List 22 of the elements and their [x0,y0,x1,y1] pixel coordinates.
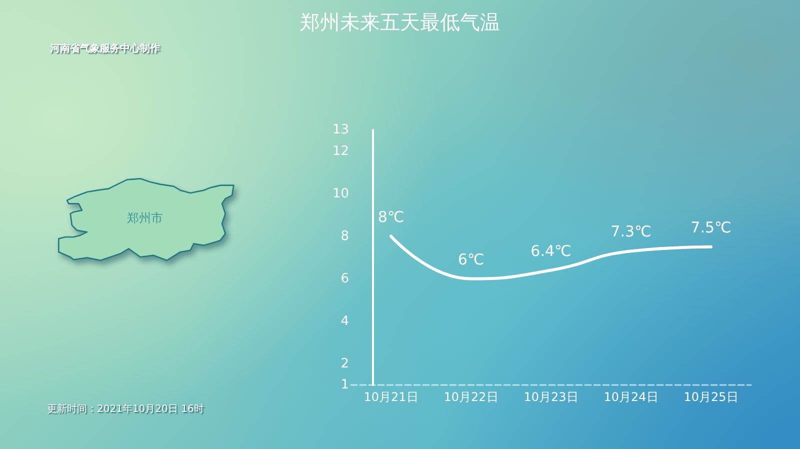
y-tick-label: 2 [340,356,349,372]
data-label: 8℃ [378,208,404,226]
x-tick-label: 10月22日 [444,390,498,404]
y-tick-label: 10 [332,186,349,202]
x-tick-label: 10月25日 [684,390,738,404]
x-tick-label: 10月23日 [524,390,578,404]
y-tick-label: 6 [340,271,349,286]
chart-title: 郑州未来五天最低气温 [300,10,500,34]
y-tick-label: 8 [340,228,349,244]
y-tick-label: 13 [332,122,349,138]
text: 郑州市 [127,210,163,227]
data-label: 7.5℃ [690,218,732,236]
text: 更新时间：2021年10月20日 16时 [47,402,204,416]
y-tick-label: 1 [340,378,349,392]
y-tick-label: 4 [340,314,349,329]
x-tick-label: 10月24日 [604,390,658,404]
data-label: 6℃ [458,250,484,268]
text: 河南省气象服务中心制作 [49,42,160,54]
data-label: 6.4℃ [530,242,572,260]
x-tick-label: 10月21日 [364,390,418,404]
data-label: 7.3℃ [610,222,652,241]
y-tick-label: 12 [332,144,349,159]
